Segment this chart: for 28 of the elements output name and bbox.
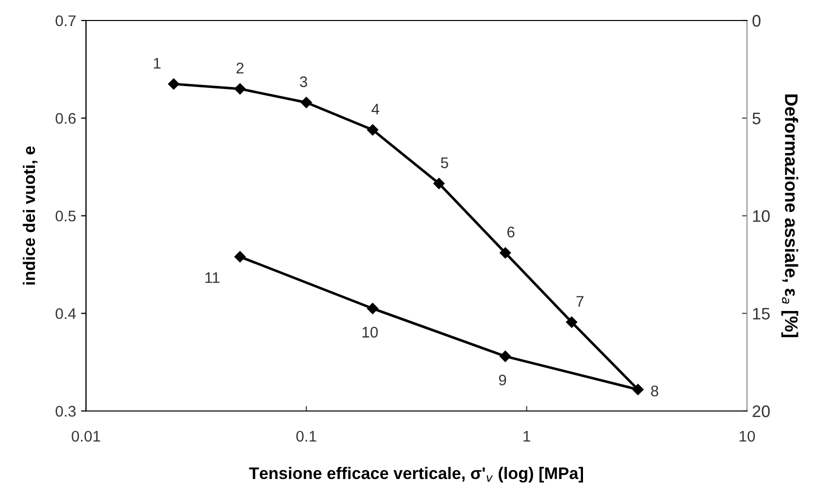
y2-axis-title: Deformazione assiale, ε$_{a}$ [%] xyxy=(781,94,798,338)
x-tick-label: 0.1 xyxy=(296,430,316,442)
annotation: 11 xyxy=(205,272,220,283)
y2-tick-label: 0 xyxy=(752,14,760,27)
annotation: 2 xyxy=(236,62,244,74)
x-tick-label: 1 xyxy=(524,431,530,442)
y-tick-label: 0.3 xyxy=(56,406,76,417)
y2-tick-label: 20 xyxy=(752,405,770,418)
y2-tick-label: 5 xyxy=(752,112,760,124)
y2-tick-label: 15 xyxy=(753,308,770,320)
y-tick-label: 0.4 xyxy=(56,308,76,320)
x-tick-label: 10 xyxy=(740,430,755,442)
annotation: 1 xyxy=(154,58,161,68)
annotation: 4 xyxy=(372,104,380,114)
y2-tick-label: 10 xyxy=(753,210,770,222)
annotation: 7 xyxy=(576,296,584,307)
y-tick-label: 0.6 xyxy=(56,112,76,124)
annotation: 3 xyxy=(300,76,308,88)
annotation: 6 xyxy=(507,226,514,238)
annotation: 5 xyxy=(440,158,448,168)
y-axis-title: indice dei vuoti, e xyxy=(22,146,38,284)
annotation: 9 xyxy=(499,374,506,386)
y-tick-label: 0.5 xyxy=(56,210,76,222)
annotation: 10 xyxy=(362,326,378,338)
x-tick-label: 0.01 xyxy=(72,430,100,442)
annotation: 8 xyxy=(651,386,658,396)
x-axis-title: Tensione efficace verticale, σ'$_{v}$ (log) [MPa] xyxy=(249,466,583,483)
y-tick-label: 0.7 xyxy=(56,15,76,26)
